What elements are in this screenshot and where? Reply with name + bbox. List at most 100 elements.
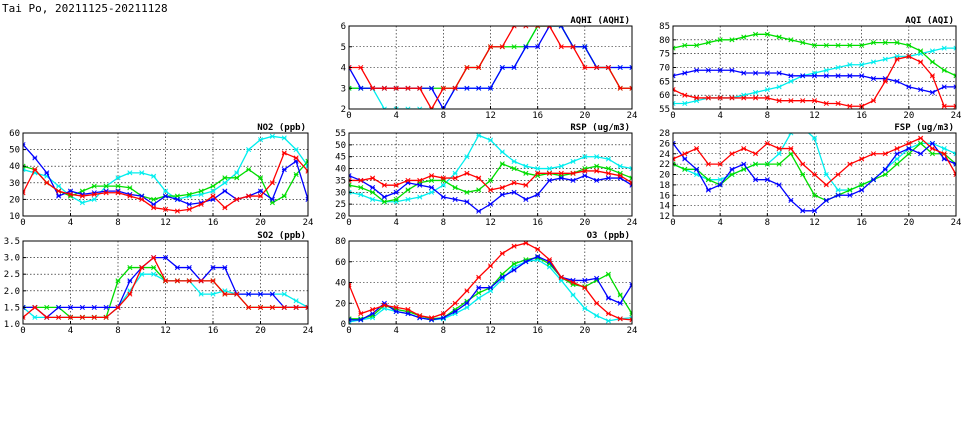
data-point: [79, 314, 85, 320]
data-point: [127, 291, 133, 297]
series-red: [23, 150, 308, 214]
data-point: [32, 304, 38, 310]
data-point: [835, 73, 841, 79]
data-point: [776, 34, 782, 40]
data-point: [246, 304, 252, 310]
data-point: [487, 44, 494, 50]
chart-title: AQHI (AQHI): [570, 16, 630, 26]
data-point: [729, 151, 735, 157]
data-point: [79, 200, 85, 206]
data-point: [629, 166, 632, 172]
x-tick-label: 8: [441, 111, 446, 121]
data-point: [811, 98, 818, 104]
data-point: [269, 196, 275, 202]
chart-o3: 0 4 8 12 16 20 24 0 20 40 60 80 O3 (ppb): [335, 231, 637, 336]
data-point: [174, 278, 180, 284]
y-tick-label: 55: [659, 105, 670, 115]
data-point: [535, 246, 541, 252]
x-tick-label: 4: [393, 218, 398, 228]
x-tick-label: 12: [160, 326, 171, 336]
data-point: [617, 85, 623, 91]
data-point: [929, 151, 935, 157]
data-point: [222, 265, 228, 271]
y-tick-label: 0: [341, 320, 346, 330]
data-point: [464, 304, 470, 310]
data-point: [605, 166, 611, 172]
data-point: [800, 98, 806, 104]
x-tick-label: 20: [579, 326, 590, 336]
data-point: [139, 265, 145, 271]
data-point: [476, 208, 482, 214]
y-tick-label: 26: [659, 139, 670, 149]
data-point: [499, 274, 505, 280]
data-point: [32, 166, 38, 173]
y-tick-label: 75: [659, 50, 670, 60]
data-point: [234, 196, 240, 202]
data-point: [941, 151, 947, 157]
data-point: [487, 137, 494, 143]
x-tick-label: 8: [441, 218, 446, 228]
y-tick-label: 45: [335, 153, 346, 163]
data-point: [882, 78, 888, 84]
data-point: [523, 241, 529, 246]
y-tick-label: 12: [659, 212, 670, 222]
data-point: [476, 290, 482, 296]
y-tick-label: 60: [335, 258, 346, 268]
x-tick-label: 16: [856, 111, 867, 121]
data-point: [417, 194, 423, 200]
x-tick-label: 24: [951, 218, 962, 228]
data-point: [523, 44, 529, 50]
data-point: [127, 185, 133, 191]
data-point: [269, 291, 275, 297]
x-tick-label: 20: [903, 218, 914, 228]
data-point: [257, 188, 264, 194]
y-tick-label: 20: [659, 171, 670, 181]
data-point: [941, 146, 947, 152]
data-point: [953, 151, 956, 157]
data-point: [776, 84, 782, 90]
data-point: [941, 45, 947, 51]
data-point: [870, 76, 877, 82]
data-point: [682, 166, 688, 172]
data-point: [929, 89, 935, 95]
y-tick-label: 1.5: [4, 303, 20, 313]
data-point: [417, 106, 423, 109]
data-point: [487, 177, 494, 183]
data-point: [673, 73, 676, 79]
x-tick-label: 0: [346, 218, 351, 228]
data-point: [717, 37, 723, 43]
data-point: [511, 166, 517, 172]
data-point: [800, 208, 806, 214]
data-point: [405, 187, 411, 193]
data-point: [32, 314, 38, 320]
data-point: [198, 188, 204, 194]
data-point: [234, 170, 240, 176]
data-point: [186, 265, 192, 271]
data-point: [222, 180, 228, 186]
data-point: [464, 189, 470, 195]
data-point: [694, 42, 700, 48]
data-point: [91, 314, 97, 320]
data-point: [428, 315, 435, 321]
x-tick-label: 4: [68, 326, 73, 336]
data-point: [605, 170, 611, 176]
data-point: [582, 44, 588, 50]
data-point: [305, 158, 308, 164]
data-point: [859, 73, 865, 79]
x-tick-label: 12: [485, 111, 496, 121]
data-point: [32, 155, 38, 161]
data-point: [127, 265, 133, 271]
x-tick-label: 0: [670, 218, 675, 228]
data-point: [870, 40, 877, 46]
data-point: [906, 42, 912, 48]
data-point: [417, 313, 423, 319]
data-point: [882, 151, 888, 157]
data-point: [682, 92, 688, 98]
data-point: [381, 106, 387, 109]
data-point: [293, 155, 299, 161]
data-point: [452, 184, 458, 191]
data-point: [617, 292, 623, 298]
data-point: [918, 59, 924, 65]
data-point: [440, 85, 446, 91]
